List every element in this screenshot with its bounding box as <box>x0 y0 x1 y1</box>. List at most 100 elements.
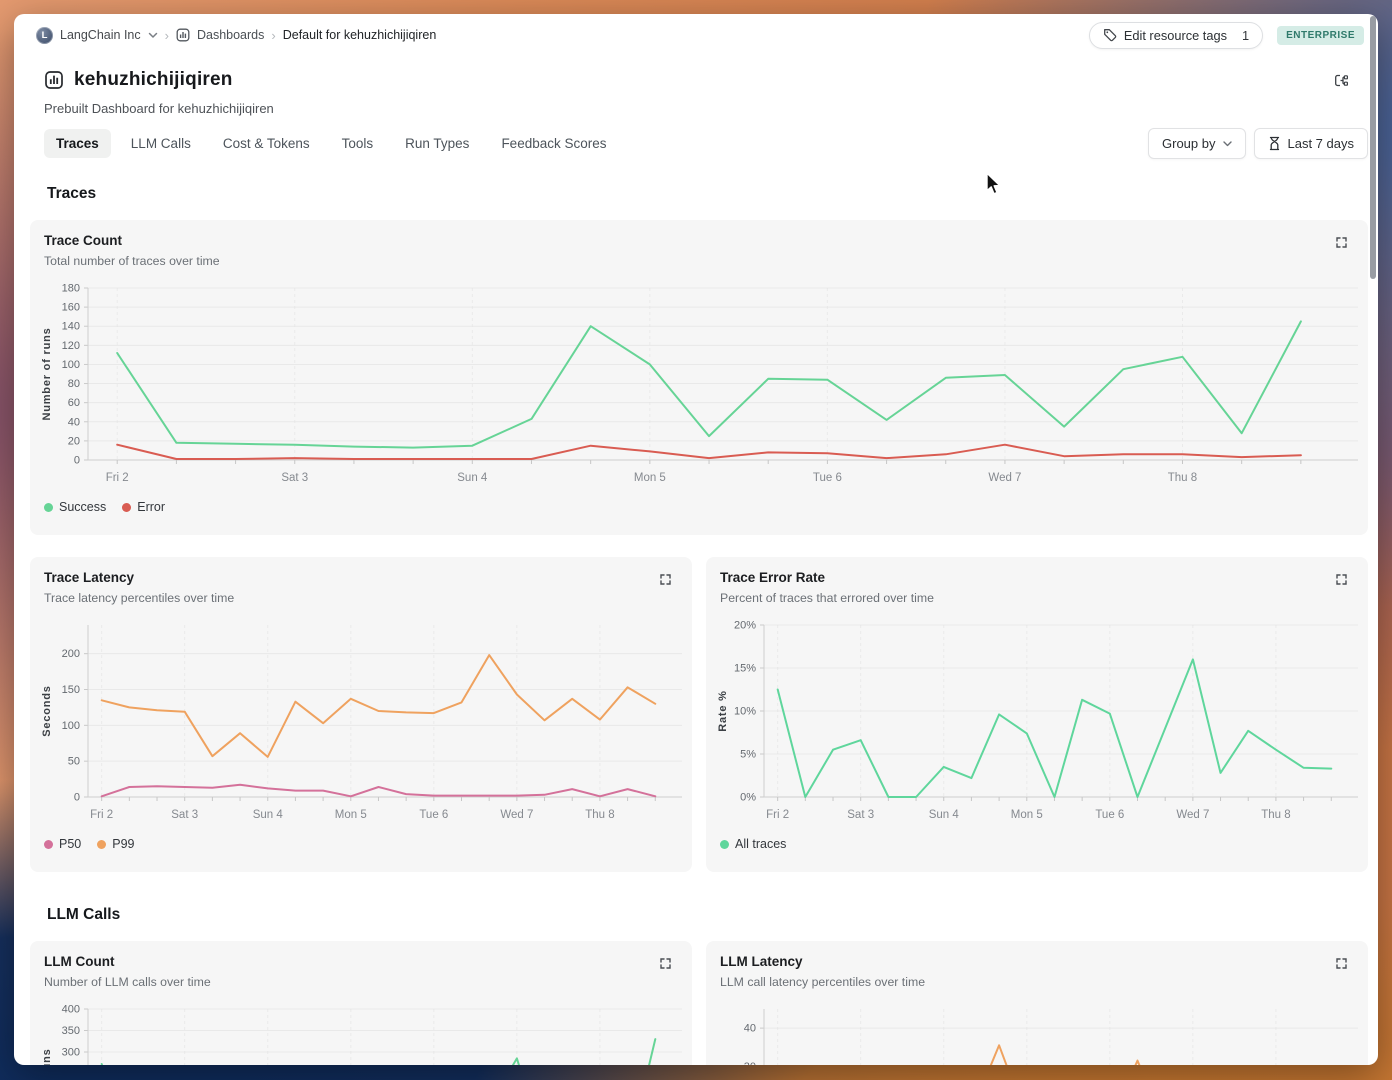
svg-text:Number of runs: Number of runs <box>41 327 53 420</box>
chart-subtitle: LLM call latency percentiles over time <box>720 975 926 989</box>
legend-dot <box>720 839 729 849</box>
vertical-scrollbar[interactable] <box>1370 16 1376 279</box>
legend-label: Success <box>59 500 107 514</box>
svg-text:80: 80 <box>68 378 80 390</box>
breadcrumb-dashboards[interactable]: Dashboards <box>196 28 265 42</box>
svg-text:Sun 4: Sun 4 <box>457 472 488 484</box>
tab-tools[interactable]: Tools <box>330 129 386 158</box>
svg-text:Fri 2: Fri 2 <box>106 472 129 484</box>
legend-dot <box>97 839 107 849</box>
expand-chart-button[interactable] <box>1332 233 1350 251</box>
plan-badge: ENTERPRISE <box>1277 25 1364 45</box>
svg-text:150: 150 <box>62 684 80 696</box>
page-title: kehuzhichijiqiren <box>74 69 233 90</box>
chevron-down-icon[interactable] <box>148 32 158 39</box>
group-by-button[interactable]: Group by <box>1148 128 1246 159</box>
chart-plot-trace-count: 0 20 40 60 80 100 120 140 160 180 Fri 2 Sat 3 Sun 4 M… <box>41 283 1358 484</box>
chart-plot-trace-error-rate: 0% 5% 10% 15% 20% Fri 2 Sat 3 Sun 4 Mon 5 Tue 6 We… <box>717 620 1358 821</box>
svg-text:300: 300 <box>62 1047 80 1059</box>
svg-text:15%: 15% <box>734 663 756 675</box>
svg-text:120: 120 <box>62 340 80 352</box>
chart-card-trace-count: Trace Count Total number of traces over t… <box>30 220 1368 535</box>
tabs-row: Traces LLM Calls Cost & Tokens Tools Run Typ… <box>14 128 1378 159</box>
chart-subtitle: Total number of traces over time <box>44 254 220 268</box>
legend-label: P50 <box>59 837 82 851</box>
svg-text:Fri 2: Fri 2 <box>766 809 789 821</box>
tab-cost-tokens[interactable]: Cost & Tokens <box>211 129 322 158</box>
svg-text:Tue 6: Tue 6 <box>813 472 842 484</box>
legend-dot <box>44 839 53 849</box>
expand-icon <box>1335 573 1347 585</box>
svg-text:0: 0 <box>74 455 80 467</box>
svg-text:5%: 5% <box>740 749 756 761</box>
svg-text:Seconds: Seconds <box>41 685 53 736</box>
svg-text:160: 160 <box>62 302 80 314</box>
legend-label: All traces <box>735 837 787 851</box>
chart-card-llm-latency: LLM Latency LLM call latency percentiles … <box>706 941 1368 1065</box>
svg-text:Thu 8: Thu 8 <box>1261 809 1290 821</box>
org-switcher[interactable]: LangChain Inc <box>60 28 141 42</box>
chart-plot-trace-latency: 0 50 100 150 200 Fri 2 Sat 3 Sun 4 Mon 5 Tue 6 Wed… <box>41 625 682 821</box>
chart-subtitle: Trace latency percentiles over time <box>44 591 235 605</box>
org-avatar[interactable]: L <box>36 26 53 44</box>
legend-item-error[interactable]: Error <box>122 500 165 514</box>
legend-label: Error <box>137 500 166 514</box>
expand-chart-button[interactable] <box>1332 570 1350 588</box>
edit-resource-tags-label: Edit resource tags <box>1123 27 1227 43</box>
chart-subtitle: Number of LLM calls over time <box>44 975 211 989</box>
breadcrumb-separator: › <box>271 27 276 43</box>
legend-dot <box>122 502 132 512</box>
resource-tags-count: 1 <box>1241 27 1250 43</box>
svg-text:60: 60 <box>68 397 80 409</box>
expand-icon <box>1335 957 1347 969</box>
chart-card-trace-latency: Trace Latency Trace latency percentiles o… <box>30 557 692 872</box>
svg-text:Sat 3: Sat 3 <box>171 809 198 821</box>
chart-title: Trace Latency <box>44 570 135 585</box>
series-line-p50 <box>100 783 657 798</box>
svg-text:Tue 6: Tue 6 <box>419 809 448 821</box>
group-by-label: Group by <box>1162 136 1216 151</box>
tab-traces[interactable]: Traces <box>44 129 111 158</box>
svg-text:20: 20 <box>68 435 80 447</box>
top-navigation-bar: L LangChain Inc › Dashboards › Default f… <box>14 14 1378 49</box>
svg-text:Rate %: Rate % <box>717 690 729 731</box>
expand-chart-button[interactable] <box>1332 954 1350 972</box>
expand-icon <box>659 957 671 969</box>
date-range-button[interactable]: Last 7 days <box>1253 128 1368 159</box>
chart-legend: Success Error <box>44 500 1368 514</box>
legend-item-p50[interactable]: P50 <box>44 837 81 851</box>
svg-text:40: 40 <box>68 416 80 428</box>
tab-feedback-scores[interactable]: Feedback Scores <box>489 129 618 158</box>
chevron-down-icon <box>1222 140 1232 147</box>
svg-text:100: 100 <box>62 359 80 371</box>
expand-chart-button[interactable] <box>656 954 674 972</box>
svg-text:Number of runs: Number of runs <box>41 1048 53 1065</box>
chart-controls: Group by Last 7 days <box>1148 128 1368 159</box>
topbar-actions: Edit resource tags 1 ENTERPRISE <box>1088 21 1364 49</box>
legend-item-success[interactable]: Success <box>44 500 106 514</box>
page-subtitle: Prebuilt Dashboard for kehuzhichijiqiren <box>44 101 274 116</box>
chart-title: LLM Latency <box>720 954 803 969</box>
svg-text:Mon 5: Mon 5 <box>335 809 367 821</box>
page-header: kehuzhichijiqiren Prebuilt Dashboard for… <box>14 48 1378 116</box>
edit-resource-tags-button[interactable]: Edit resource tags 1 <box>1088 21 1264 49</box>
svg-text:50: 50 <box>68 756 80 768</box>
expand-chart-button[interactable] <box>656 570 674 588</box>
tab-llm-calls[interactable]: LLM Calls <box>119 129 203 158</box>
legend-label: P99 <box>112 837 135 851</box>
expand-icon <box>1335 236 1347 248</box>
section-heading: LLM Calls <box>47 906 121 923</box>
chart-legend: P50 P99 <box>44 837 692 851</box>
legend-item-all-traces[interactable]: All traces <box>720 837 786 851</box>
legend-item-p99[interactable]: P99 <box>97 837 135 851</box>
svg-text:200: 200 <box>62 648 80 660</box>
chart-legend: All traces <box>720 837 1368 851</box>
tab-run-types[interactable]: Run Types <box>393 129 481 158</box>
trace-tree-button[interactable] <box>1326 65 1356 95</box>
svg-text:10%: 10% <box>734 706 756 718</box>
series-line-all-traces <box>776 658 1333 798</box>
